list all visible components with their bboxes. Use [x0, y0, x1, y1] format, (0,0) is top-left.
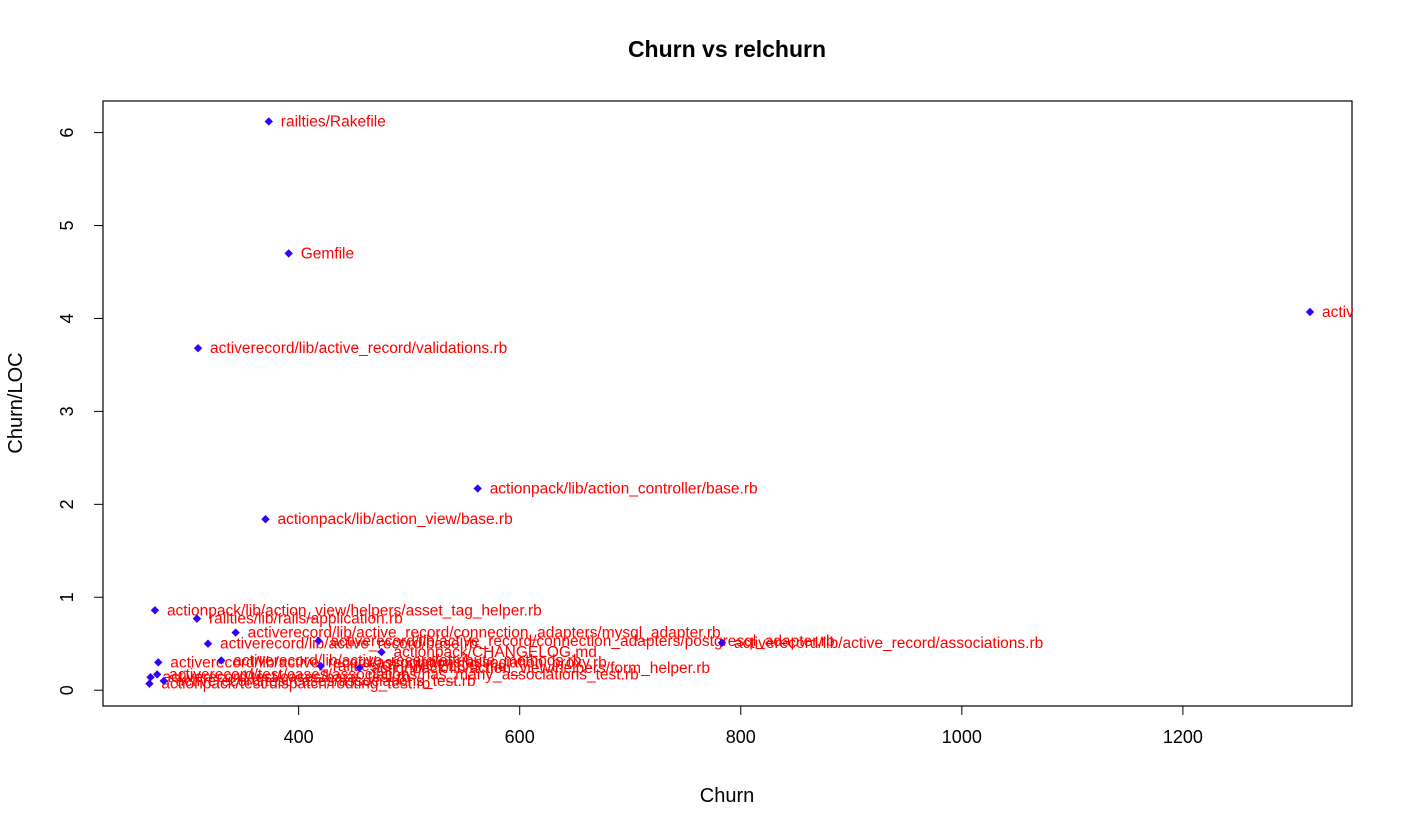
y-tick-label: 3	[57, 406, 77, 416]
data-point-label: actionpack/test/dispatch/routing_test.rb	[161, 676, 430, 693]
x-tick-label: 1200	[1163, 727, 1203, 747]
x-axis-label: Churn	[700, 785, 754, 807]
data-point	[316, 661, 325, 671]
data-point-label: activerecord/CHANGELOG.md	[1322, 304, 1404, 321]
data-point	[473, 484, 482, 493]
data-point	[203, 639, 213, 648]
y-axis-label: Churn/LOC	[5, 352, 27, 453]
data-point-label: actionpack/lib/action_view/helpers/asset…	[167, 602, 542, 619]
data-point	[1305, 307, 1315, 317]
data-point-label: activerecord/test/cases/associations/has…	[169, 666, 639, 683]
x-tick-label: 600	[505, 727, 535, 747]
data-point	[264, 117, 273, 126]
data-point-label: activerecord/lib/active_record/validatio…	[210, 340, 507, 357]
data-point	[314, 636, 323, 646]
data-point	[284, 249, 293, 258]
y-axis: 0 1 2 3 4 5 6	[57, 128, 104, 695]
data-point-label: railties/lib/rails/application.rb	[209, 611, 403, 628]
point-labels: railties/Rakefile Gemfile activerecord/CHA…	[161, 113, 1404, 693]
data-point-label: activerecord/lib/active_record/base.rb	[220, 636, 478, 653]
data-point	[159, 676, 168, 686]
data-point	[192, 614, 202, 623]
x-tick-label: 800	[726, 727, 756, 747]
data-point	[717, 638, 727, 648]
data-point-label: actionpack/lib/action_view/helpers/form_…	[371, 660, 710, 677]
data-point-label: actionpack/lib/action_view/base.rb	[277, 511, 512, 528]
y-tick-label: 1	[57, 592, 77, 602]
data-points	[145, 117, 1315, 688]
y-tick-label: 5	[57, 221, 77, 231]
data-point	[261, 515, 270, 524]
data-point-label: activerecord/test/cases/associations_tes…	[176, 673, 476, 690]
data-point	[377, 647, 386, 657]
data-point-label: activerecord/lib/active_record/associati…	[734, 635, 1043, 652]
x-axis: 400 600 800 1000 1200	[284, 705, 1203, 747]
data-point	[193, 344, 203, 353]
data-point-label: activerecord/lib/active_record/connectio…	[331, 633, 835, 650]
data-point	[154, 658, 163, 667]
y-tick-label: 6	[57, 128, 77, 138]
data-point	[150, 606, 160, 615]
x-tick-label: 400	[284, 727, 314, 747]
data-point-label: railties/CHANGELOG.md	[333, 658, 507, 675]
data-point-label: activerecord/test/cases/base_test.rb	[163, 669, 411, 686]
data-point	[355, 663, 364, 673]
y-tick-label: 4	[57, 313, 77, 323]
y-tick-label: 0	[57, 685, 77, 695]
data-point-label: activerecord/lib/active_record/associati…	[170, 654, 607, 671]
data-point-label: Gemfile	[301, 245, 354, 262]
x-tick-label: 1000	[942, 727, 982, 747]
data-point	[217, 656, 226, 665]
data-point-label: actionpack/lib/action_controller/base.rb	[490, 481, 758, 498]
data-point-label: actionpack/CHANGELOG.md	[394, 644, 597, 661]
data-point-label: railties/Rakefile	[281, 113, 386, 130]
data-point-label: activerecord/lib/active_record/connectio…	[248, 625, 721, 642]
data-point	[152, 670, 162, 679]
y-tick-label: 2	[57, 499, 77, 509]
data-point	[145, 679, 154, 688]
chart-title: Churn vs relchurn	[628, 36, 826, 62]
data-point	[231, 628, 240, 637]
data-point	[146, 672, 155, 682]
